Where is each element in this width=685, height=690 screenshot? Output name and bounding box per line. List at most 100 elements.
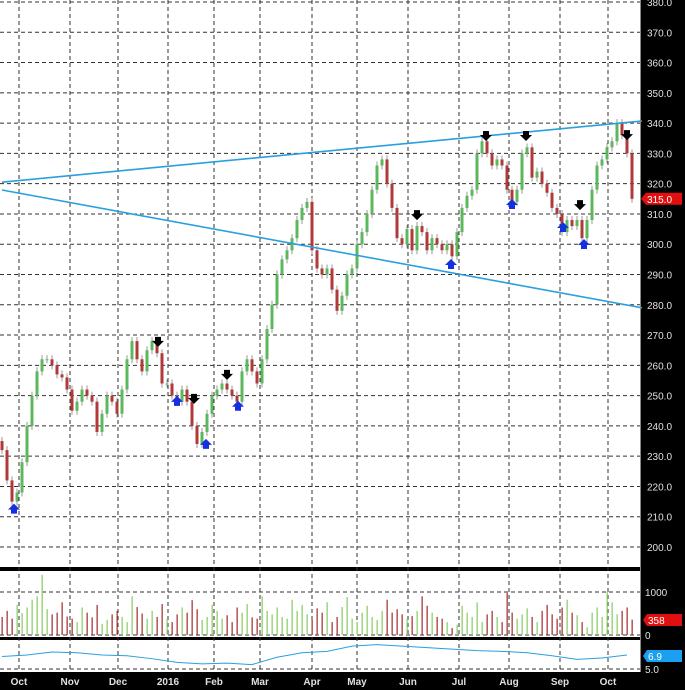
volume-bar	[461, 605, 463, 635]
volume-bar	[11, 618, 13, 635]
volume-bar	[371, 616, 373, 635]
volume-panel	[0, 571, 640, 637]
candle-body	[160, 353, 164, 384]
volume-bar	[281, 616, 283, 635]
volume-bar	[71, 618, 73, 635]
volume-bar	[156, 616, 158, 635]
candle-body	[435, 238, 439, 245]
volume-bar	[106, 619, 108, 635]
trendline	[1, 189, 643, 309]
sell-arrow-icon	[221, 369, 233, 380]
date-tick-label: Apr	[303, 677, 320, 688]
candle-body	[180, 389, 184, 402]
candle-body	[460, 207, 464, 233]
candle-body	[240, 371, 244, 402]
volume-bar	[376, 619, 378, 635]
volume-bar	[161, 604, 163, 635]
volume-bar	[566, 599, 568, 635]
volume-bar	[546, 604, 548, 635]
volume-bar	[506, 592, 508, 635]
volume-bar	[611, 602, 613, 635]
candle-body	[370, 189, 374, 214]
price-tick-label: 250.0	[647, 392, 672, 403]
candle-body	[510, 189, 514, 202]
buy-arrow-icon	[232, 400, 244, 411]
candle-body	[475, 153, 479, 190]
volume-bar	[591, 612, 593, 635]
candle-body	[115, 401, 119, 414]
candle-body	[480, 141, 484, 154]
volume-bar	[76, 622, 78, 635]
signal-arrows	[8, 130, 633, 514]
candle-body	[605, 147, 609, 160]
volume-bar	[221, 618, 223, 635]
volume-bar	[231, 622, 233, 635]
price-tick-label: 300.0	[647, 240, 672, 251]
volume-bar	[266, 610, 268, 635]
date-tick-label: Feb	[205, 677, 223, 688]
volume-bar	[381, 610, 383, 635]
volume-bar	[326, 602, 328, 635]
candle-body	[555, 207, 559, 214]
candle-body	[455, 232, 459, 257]
candle-body	[125, 359, 129, 390]
candle-body	[105, 395, 109, 414]
candle-body	[100, 413, 104, 432]
candle-body	[355, 244, 359, 269]
volume-bar	[356, 622, 358, 635]
trendlines[interactable]	[1, 120, 643, 309]
candle-body	[20, 462, 24, 493]
buy-arrow-icon	[171, 395, 183, 406]
price-tick-label: 220.0	[647, 482, 672, 493]
candle-body	[95, 401, 99, 432]
volume-bar	[331, 622, 333, 635]
volume-bar	[136, 607, 138, 635]
volume-bar	[551, 614, 553, 635]
candle-body	[205, 413, 209, 432]
indicator-line	[1, 644, 628, 666]
volume-bar	[21, 613, 23, 635]
volume-bar	[126, 622, 128, 635]
candle-body	[490, 153, 494, 166]
candle-body	[210, 395, 214, 414]
sell-arrow-icon	[152, 336, 164, 347]
sell-arrow-icon	[480, 131, 492, 142]
buy-arrow-icon	[506, 199, 518, 210]
candle-body	[305, 201, 309, 208]
candle-body	[620, 123, 624, 136]
candle-body	[230, 389, 234, 396]
volume-bar	[296, 610, 298, 635]
candle-body	[445, 244, 449, 251]
volume-bar	[606, 592, 608, 635]
indicator-badge: 6.9	[643, 650, 682, 663]
volume-bar	[451, 628, 453, 635]
volume-bar	[31, 599, 33, 635]
volume-bar	[241, 612, 243, 635]
candle-body	[365, 213, 369, 233]
volume-bar	[571, 612, 573, 635]
volume-bar	[511, 612, 513, 635]
volume-bar	[211, 604, 213, 635]
candle-body	[170, 383, 174, 396]
candle-body	[10, 480, 14, 502]
candle-body	[120, 389, 124, 414]
candle-body	[155, 341, 159, 354]
volume-bar	[196, 609, 198, 635]
axes: 200.0 210.0 220.0 230.0 240.0 250.0 260.0 270.0…	[11, 0, 672, 688]
volume-bar	[251, 617, 253, 635]
volume-bar	[86, 612, 88, 635]
price-tick-label: 380.0	[647, 0, 672, 9]
buy-arrow-icon	[445, 258, 457, 269]
volume-bar	[421, 596, 423, 635]
volume-bar	[336, 616, 338, 635]
candle-body	[535, 171, 539, 178]
volume-bar	[201, 619, 203, 635]
candle-body	[195, 425, 199, 445]
volume-bar	[441, 618, 443, 635]
candle-body	[515, 189, 519, 202]
candle-body	[200, 431, 204, 445]
candle-body	[215, 389, 219, 396]
candle-body	[300, 207, 304, 220]
volume-bar	[111, 614, 113, 635]
date-tick-label: Jul	[452, 677, 467, 688]
